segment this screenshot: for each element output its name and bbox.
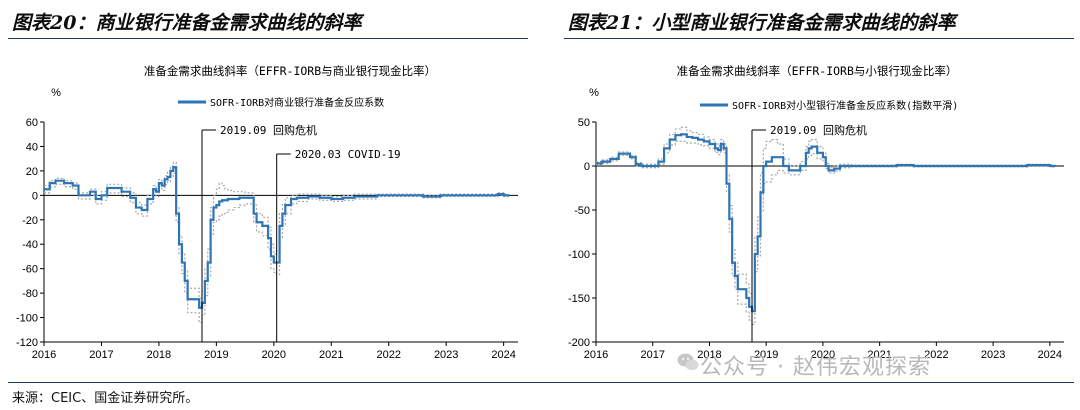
right-legend: SOFR-IORB对小型银行准备金反应系数(指数平滑) bbox=[700, 99, 958, 112]
left-annotation-label: 2019.09 回购危机 bbox=[220, 123, 317, 137]
right-x-tick-label: 2023 bbox=[981, 349, 1005, 361]
left-y-tick-label: -40 bbox=[22, 239, 38, 251]
right-x-tick-label: 2016 bbox=[584, 349, 608, 361]
left-y-tick-label: 20 bbox=[26, 166, 38, 178]
left-x-tick-label: 2021 bbox=[319, 349, 343, 361]
left-annotation-label: 2020.03 COVID-19 bbox=[295, 148, 401, 161]
right-annotation-label: 2019.09 回购危机 bbox=[770, 123, 867, 137]
right-chart: 准备金需求曲线斜率（EFFR-IORB与小银行现金比率） % 50 0 -50 -10… bbox=[568, 64, 1064, 361]
left-unit-label: % bbox=[51, 87, 61, 99]
left-lower-band bbox=[44, 172, 510, 324]
source-note: 来源：CEIC、国金证券研究所。 bbox=[12, 391, 199, 406]
right-title-rule bbox=[564, 38, 1074, 39]
left-y-tick-label: -120 bbox=[16, 337, 38, 349]
left-y-tick-label: 40 bbox=[26, 141, 38, 153]
right-y-tick-label: -50 bbox=[574, 205, 590, 217]
left-x-tick-label: 2016 bbox=[32, 349, 56, 361]
right-x-tick-label: 2022 bbox=[924, 349, 948, 361]
right-y-tick-label: -150 bbox=[568, 293, 590, 305]
left-x-tick-label: 2019 bbox=[204, 349, 228, 361]
right-lower-band bbox=[596, 140, 1056, 325]
right-x-tick-label: 2019 bbox=[754, 349, 778, 361]
left-upper-band bbox=[44, 161, 510, 299]
watermark: 公众号 · 赵伟宏观探索 bbox=[700, 355, 931, 380]
left-x-tick-label: 2023 bbox=[434, 349, 458, 361]
footer-rule bbox=[8, 382, 1074, 383]
left-legend-label: SOFR-IORB对商业银行准备金反应系数 bbox=[210, 96, 384, 109]
right-y-tick-label: -100 bbox=[568, 249, 590, 261]
left-title-rule bbox=[8, 38, 528, 39]
left-legend: SOFR-IORB对商业银行准备金反应系数 bbox=[178, 96, 384, 109]
left-chart: 准备金需求曲线斜率（EFFR-IORB与商业银行现金比率） % 60 40 20 0 -… bbox=[16, 64, 518, 361]
right-unit-label: % bbox=[589, 87, 599, 99]
right-x-tick-label: 2020 bbox=[811, 349, 835, 361]
right-chart-title: 准备金需求曲线斜率（EFFR-IORB与小银行现金比率） bbox=[677, 64, 958, 78]
left-series-line bbox=[44, 166, 510, 309]
left-x-tick-label: 2022 bbox=[376, 349, 400, 361]
right-legend-label: SOFR-IORB对小型银行准备金反应系数(指数平滑) bbox=[732, 99, 958, 112]
left-x-tick-label: 2020 bbox=[262, 349, 286, 361]
right-series-line bbox=[596, 133, 1056, 313]
right-figure-title: 图表21：小型商业银行准备金需求曲线的斜率 bbox=[568, 12, 956, 34]
right-y-tick-label: 0 bbox=[584, 161, 590, 173]
left-x-tick-label: 2017 bbox=[89, 349, 113, 361]
right-x-tick-label: 2021 bbox=[867, 349, 891, 361]
left-x-tick-label: 2018 bbox=[147, 349, 171, 361]
right-x-tick-label: 2018 bbox=[697, 349, 721, 361]
wechat-icon bbox=[677, 353, 699, 371]
left-chart-title: 准备金需求曲线斜率（EFFR-IORB与商业银行现金比率） bbox=[144, 64, 436, 78]
left-y-tick-label: -100 bbox=[16, 313, 38, 325]
left-figure-title: 图表20：商业银行准备金需求曲线的斜率 bbox=[12, 12, 362, 34]
left-y-tick-label: -60 bbox=[22, 264, 38, 276]
right-x-tick-label: 2024 bbox=[1038, 349, 1062, 361]
left-x-tick-label: 2024 bbox=[491, 349, 515, 361]
left-y-tick-label: -80 bbox=[22, 288, 38, 300]
right-x-tick-label: 2017 bbox=[640, 349, 664, 361]
left-y-tick-label: 0 bbox=[32, 190, 38, 202]
left-y-tick-label: -20 bbox=[22, 215, 38, 227]
right-y-tick-label: -200 bbox=[568, 337, 590, 349]
right-y-tick-label: 50 bbox=[578, 117, 590, 129]
left-y-tick-label: 60 bbox=[26, 117, 38, 129]
